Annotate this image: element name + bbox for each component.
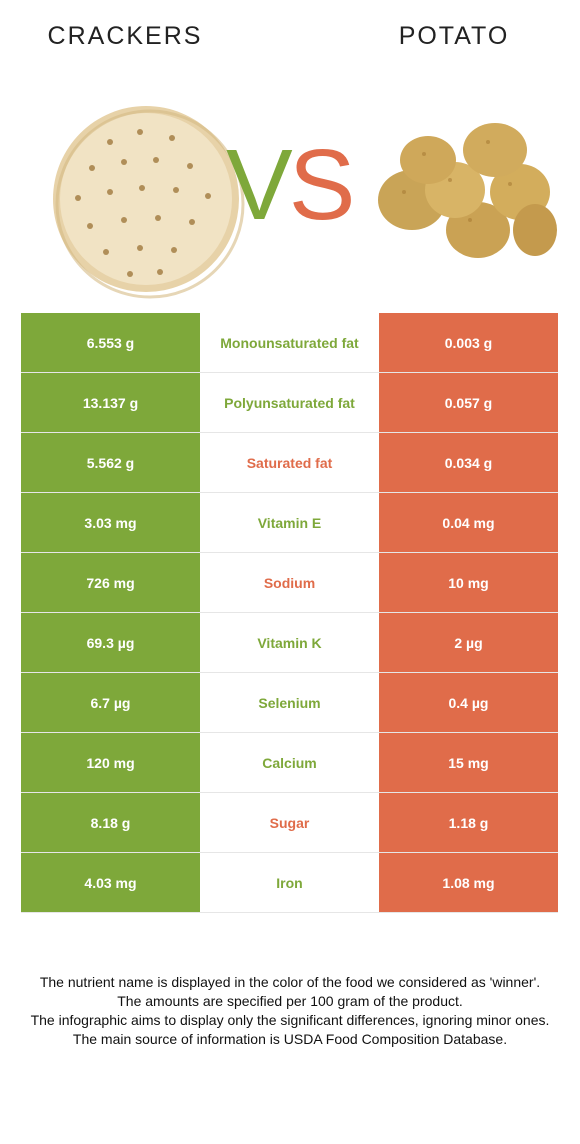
nutrient-name: Sugar bbox=[200, 792, 379, 853]
nutrient-name: Vitamin K bbox=[200, 612, 379, 673]
nutrient-name: Monounsaturated fat bbox=[200, 313, 379, 373]
footer-line: The main source of information is USDA F… bbox=[72, 1031, 508, 1047]
nutrient-row: 120 mg Calcium 15 mg bbox=[21, 732, 558, 793]
left-value: 5.562 g bbox=[21, 432, 200, 493]
right-value: 1.18 g bbox=[379, 792, 558, 853]
cracker-image bbox=[53, 106, 245, 299]
nutrient-row: 13.137 g Polyunsaturated fat 0.057 g bbox=[21, 372, 558, 433]
nutrient-name: Iron bbox=[200, 852, 379, 913]
nutrient-name: Vitamin E bbox=[200, 492, 379, 553]
right-value: 10 mg bbox=[379, 552, 558, 613]
left-value: 8.18 g bbox=[21, 792, 200, 853]
left-value: 120 mg bbox=[21, 732, 200, 793]
right-food-title: POTATO bbox=[398, 22, 510, 50]
right-value: 0.04 mg bbox=[379, 492, 558, 553]
hero-images bbox=[0, 80, 580, 300]
right-value: 0.034 g bbox=[379, 432, 558, 493]
left-food-title: CRACKERS bbox=[47, 22, 203, 50]
nutrient-name: Selenium bbox=[200, 672, 379, 733]
left-value: 13.137 g bbox=[21, 372, 200, 433]
right-value: 0.057 g bbox=[379, 372, 558, 433]
nutrient-row: 3.03 mg Vitamin E 0.04 mg bbox=[21, 492, 558, 553]
potato-image bbox=[378, 123, 557, 258]
left-value: 6.7 µg bbox=[21, 672, 200, 733]
right-value: 15 mg bbox=[379, 732, 558, 793]
nutrient-row: 4.03 mg Iron 1.08 mg bbox=[21, 852, 558, 913]
left-value: 3.03 mg bbox=[21, 492, 200, 553]
nutrient-name: Calcium bbox=[200, 732, 379, 793]
right-value: 1.08 mg bbox=[379, 852, 558, 913]
right-value: 0.003 g bbox=[379, 313, 558, 373]
vs-letter-v: V bbox=[226, 129, 293, 241]
nutrient-row: 726 mg Sodium 10 mg bbox=[21, 552, 558, 613]
left-value: 4.03 mg bbox=[21, 852, 200, 913]
nutrient-row: 6.553 g Monounsaturated fat 0.003 g bbox=[21, 313, 558, 373]
footer-line: The infographic aims to display only the… bbox=[30, 1012, 550, 1028]
left-value: 69.3 µg bbox=[21, 612, 200, 673]
right-value: 0.4 µg bbox=[379, 672, 558, 733]
footer-notes: The nutrient name is displayed in the co… bbox=[18, 973, 562, 1049]
nutrient-row: 5.562 g Saturated fat 0.034 g bbox=[21, 432, 558, 493]
vs-letter-s: S bbox=[288, 129, 356, 241]
right-value: 2 µg bbox=[379, 612, 558, 673]
hero-illustration bbox=[53, 106, 557, 299]
nutrient-row: 8.18 g Sugar 1.18 g bbox=[21, 792, 558, 853]
nutrient-comparison-table: 6.553 g Monounsaturated fat 0.003 g 13.137 … bbox=[21, 313, 558, 913]
nutrient-name: Sodium bbox=[200, 552, 379, 613]
footer-line: The nutrient name is displayed in the co… bbox=[39, 974, 541, 990]
nutrient-row: 6.7 µg Selenium 0.4 µg bbox=[21, 672, 558, 733]
left-value: 726 mg bbox=[21, 552, 200, 613]
left-value: 6.553 g bbox=[21, 313, 200, 373]
footer-line: The amounts are specified per 100 gram o… bbox=[117, 993, 463, 1009]
nutrient-name: Polyunsaturated fat bbox=[200, 372, 379, 433]
vs-label: VS bbox=[226, 129, 356, 241]
nutrient-name: Saturated fat bbox=[200, 432, 379, 493]
